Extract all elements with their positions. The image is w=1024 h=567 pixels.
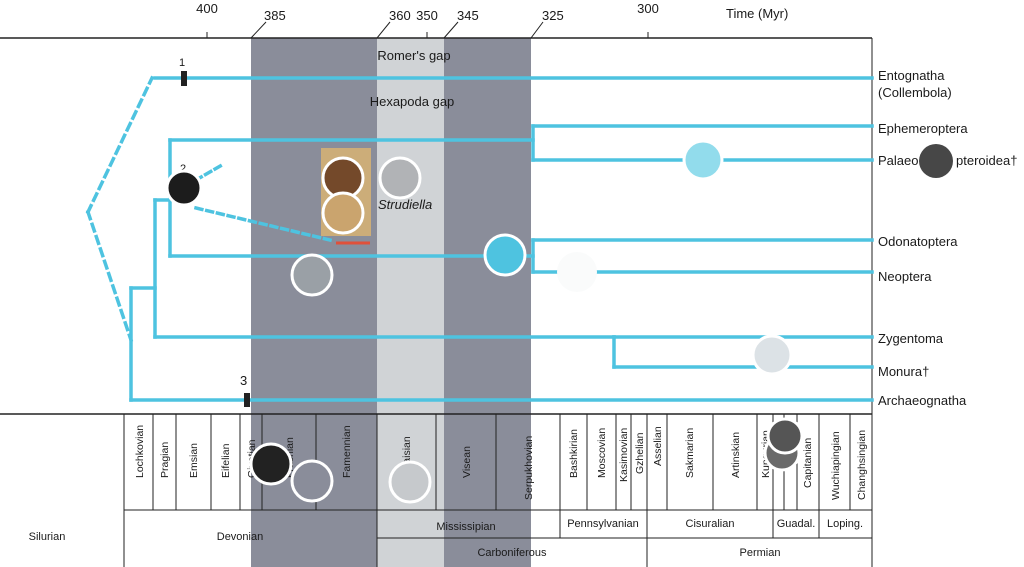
epoch-lopingian: Loping. [827, 518, 863, 530]
marker-dark-kungurian-upper [766, 417, 804, 455]
marker-dark-palaeodictyopteroidea [919, 144, 953, 178]
marker-gray-hexapoda [378, 156, 422, 200]
taxon-collembola: (Collembola) [878, 85, 952, 100]
tick-label-385: 385 [264, 8, 286, 23]
node-1-label: 1 [179, 57, 185, 69]
tick-mark-385 [250, 21, 267, 39]
romer-gap-band-dark-right [444, 38, 531, 567]
taxon-monura: Monura† [878, 364, 929, 379]
stage-kasimovian: Kasimovian [618, 428, 630, 482]
stage-gzhelian: Gzhelian [634, 432, 646, 474]
romer-gap-label: Romer's gap [377, 48, 450, 63]
epoch-guadalupian: Guadal. [777, 518, 816, 530]
period-permian: Permian [740, 547, 781, 559]
tick-label-345: 345 [457, 8, 479, 23]
epoch-devonian: Devonian [217, 531, 263, 543]
epoch-cisuralian: Cisuralian [686, 518, 735, 530]
stage-changhsingian: Changhsingian [856, 430, 868, 500]
taxon-archaeognatha: Archaeognatha [878, 393, 967, 408]
epoch-pennsylvanian: Pennsylvanian [567, 518, 639, 530]
strudiella-label: Strudiella [378, 197, 432, 212]
stage-bashkirian: Bashkirian [568, 429, 580, 478]
stage-moscovian: Moscovian [596, 428, 608, 478]
tick-mark-360 [376, 21, 391, 39]
taxon-zygentoma: Zygentoma [878, 331, 944, 346]
tick-label-325: 325 [542, 8, 564, 23]
stage-artinskian: Artinskian [730, 432, 742, 478]
stage-pragian: Pragian [159, 442, 171, 478]
stage-eifelian: Eifelian [220, 443, 232, 478]
phylogeny-tree [85, 75, 874, 402]
stage-emsian: Emsian [188, 443, 200, 478]
hexapoda-gap-label: Hexapoda gap [370, 94, 455, 109]
taxon-ephemeroptera: Ephemeroptera [878, 121, 968, 136]
marker-node2-black [165, 169, 203, 207]
taxon-labels: Entognatha (Collembola) Ephemeroptera Pa… [878, 68, 1017, 408]
marker-black-givetian [249, 442, 293, 486]
node-3-label: 3 [240, 373, 247, 388]
table-circle-markers [249, 417, 804, 504]
branch-dashed-root-upper [85, 75, 155, 215]
stage-visean: Visean [461, 446, 473, 478]
epoch-mississipian: Mississipian [436, 521, 495, 533]
tick-label-300: 300 [637, 1, 659, 16]
taxon-neoptera: Neoptera [878, 269, 932, 284]
taxon-palaeo: Palaeo [878, 153, 918, 168]
stage-serpukhovian: Serpukhovian [523, 436, 535, 500]
tick-mark-345 [443, 21, 459, 39]
node-1-marker [181, 71, 187, 86]
marker-white-neoptera [557, 252, 597, 292]
stage-lochkovian: Lochkovian [134, 425, 146, 478]
branch-dashed-strudiella [193, 205, 333, 243]
tick-label-360: 360 [389, 8, 411, 23]
period-carboniferous: Carboniferous [477, 547, 547, 559]
marker-lightgray-monura [751, 334, 793, 376]
stage-sakmarian: Sakmarian [684, 428, 696, 478]
taxon-entognatha: Entognatha [878, 68, 945, 83]
epoch-silurian: Silurian [29, 531, 66, 543]
marker-gray-frasnian [290, 459, 334, 503]
stage-wuchiapingian: Wuchiapingian [830, 431, 842, 500]
marker-fossil-brown-bottom [321, 191, 365, 235]
circle-markers [165, 139, 793, 376]
taxon-pteroidea: pteroidea† [956, 153, 1017, 168]
taxon-odonatoptera: Odonatoptera [878, 234, 958, 249]
marker-blue-odonatoptera [483, 233, 527, 277]
branch-dashed-node2-right [193, 162, 225, 183]
marker-lightgray-tournaisian [388, 460, 432, 504]
node-3-marker [244, 393, 250, 407]
stage-labels: Lochkovian Pragian Emsian Eifelian Givet… [134, 425, 868, 500]
marker-gray-neoptera-stem [290, 253, 334, 297]
axis-ticks [206, 21, 649, 39]
epoch-labels: Silurian Devonian Mississipian Pennsylva… [29, 518, 863, 559]
stage-capitanian: Capitanian [802, 438, 814, 488]
stage-asselian: Asselian [652, 426, 664, 466]
tick-label-400: 400 [196, 1, 218, 16]
stage-famennian: Famennian [341, 425, 353, 478]
branch-dashed-root-lower [85, 209, 134, 343]
axis-title: Time (Myr) [726, 6, 788, 21]
tick-mark-325 [530, 21, 544, 39]
node-2-label: 2 [180, 163, 186, 175]
marker-lightblue-palaeoptera [682, 139, 724, 181]
tick-label-350: 350 [416, 8, 438, 23]
